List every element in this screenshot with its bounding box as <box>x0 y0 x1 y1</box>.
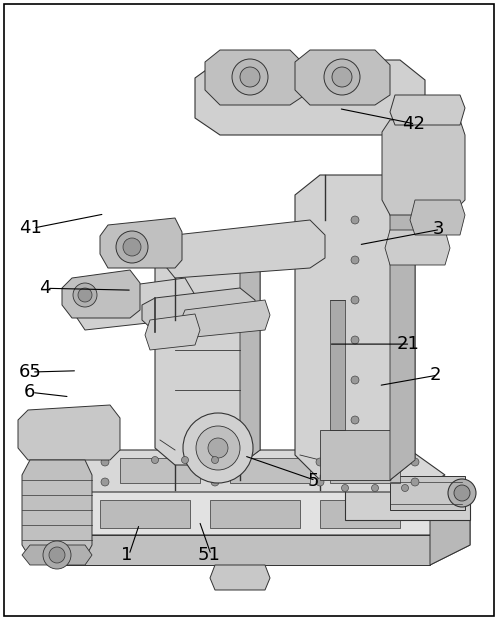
Polygon shape <box>162 220 325 278</box>
Circle shape <box>116 231 148 263</box>
Polygon shape <box>75 278 195 330</box>
Text: 4: 4 <box>39 279 51 298</box>
Circle shape <box>372 484 378 492</box>
Polygon shape <box>345 490 470 520</box>
Circle shape <box>448 479 476 507</box>
Polygon shape <box>320 430 390 480</box>
Polygon shape <box>430 490 470 565</box>
Polygon shape <box>142 288 255 332</box>
Polygon shape <box>385 230 450 265</box>
Text: 41: 41 <box>19 219 42 237</box>
Polygon shape <box>155 250 260 465</box>
Circle shape <box>324 59 360 95</box>
Polygon shape <box>22 545 92 565</box>
Circle shape <box>351 416 359 424</box>
Bar <box>330 300 345 430</box>
Polygon shape <box>100 218 182 268</box>
Polygon shape <box>180 300 270 338</box>
Text: 3: 3 <box>432 220 444 239</box>
Circle shape <box>101 478 109 486</box>
Circle shape <box>43 541 71 569</box>
Text: 65: 65 <box>18 363 41 381</box>
Circle shape <box>351 336 359 344</box>
Text: 51: 51 <box>198 546 221 564</box>
Bar <box>230 458 310 483</box>
Polygon shape <box>25 490 470 565</box>
Circle shape <box>411 458 419 466</box>
Polygon shape <box>62 270 140 318</box>
Polygon shape <box>410 200 465 235</box>
Circle shape <box>73 283 97 307</box>
Polygon shape <box>25 490 470 535</box>
Text: 21: 21 <box>397 335 420 353</box>
Polygon shape <box>60 535 430 565</box>
Circle shape <box>411 478 419 486</box>
Circle shape <box>316 478 324 486</box>
Bar <box>100 500 190 528</box>
Text: 1: 1 <box>122 546 132 564</box>
Polygon shape <box>390 175 415 480</box>
Circle shape <box>211 458 219 466</box>
Polygon shape <box>18 405 120 460</box>
Circle shape <box>123 238 141 256</box>
Circle shape <box>101 458 109 466</box>
Circle shape <box>316 458 324 466</box>
Text: 2: 2 <box>430 366 442 384</box>
Polygon shape <box>295 175 415 480</box>
Circle shape <box>240 67 260 87</box>
Circle shape <box>401 484 408 492</box>
Text: 5: 5 <box>308 471 320 490</box>
Circle shape <box>78 288 92 302</box>
Polygon shape <box>205 50 305 105</box>
Bar <box>320 500 400 528</box>
Circle shape <box>196 426 240 470</box>
Circle shape <box>351 296 359 304</box>
Text: 6: 6 <box>24 383 35 402</box>
Text: 42: 42 <box>402 115 425 133</box>
Polygon shape <box>390 476 465 510</box>
Polygon shape <box>145 314 200 350</box>
Polygon shape <box>295 50 390 105</box>
Polygon shape <box>390 95 465 125</box>
Bar <box>210 500 300 528</box>
Polygon shape <box>210 565 270 590</box>
Circle shape <box>232 59 268 95</box>
Polygon shape <box>55 450 445 492</box>
Circle shape <box>212 456 219 464</box>
Circle shape <box>49 547 65 563</box>
Circle shape <box>211 478 219 486</box>
Circle shape <box>454 485 470 501</box>
Circle shape <box>351 376 359 384</box>
Circle shape <box>181 456 189 464</box>
Circle shape <box>151 456 158 464</box>
Circle shape <box>342 484 349 492</box>
Circle shape <box>351 256 359 264</box>
Circle shape <box>351 216 359 224</box>
Polygon shape <box>240 250 260 465</box>
Circle shape <box>332 67 352 87</box>
Polygon shape <box>382 120 465 215</box>
Bar <box>330 458 400 483</box>
Polygon shape <box>22 460 92 558</box>
Bar <box>120 458 200 483</box>
Polygon shape <box>195 448 240 465</box>
Circle shape <box>208 438 228 458</box>
Circle shape <box>183 413 253 483</box>
Polygon shape <box>195 60 425 135</box>
